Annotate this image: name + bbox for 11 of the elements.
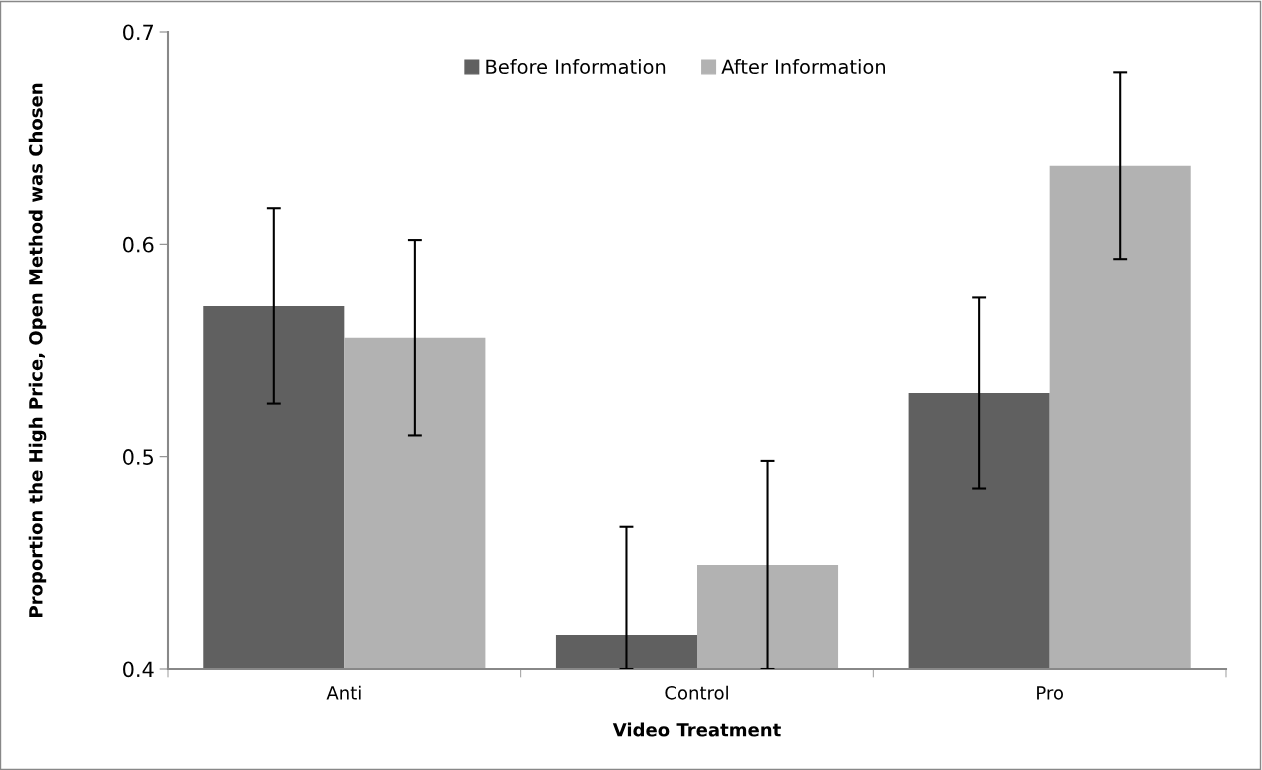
y-tick-label: 0.4 (123, 661, 154, 678)
y-tick-label: 0.6 (123, 236, 154, 253)
x-tick-label: Pro (1037, 686, 1063, 700)
x-tick-label: Anti (326, 685, 361, 700)
legend-label: Before Information (486, 59, 666, 75)
x-tick-label: Control (665, 685, 728, 700)
y-axis-title: Proportion the High Price, Open Method was Chosen (28, 83, 47, 617)
x-axis-title: Video Treatment (612, 722, 781, 737)
y-tick-label: 0.5 (123, 449, 153, 465)
y-tick-label: 0.7 (123, 24, 154, 41)
legend-label: After Information (721, 59, 885, 75)
